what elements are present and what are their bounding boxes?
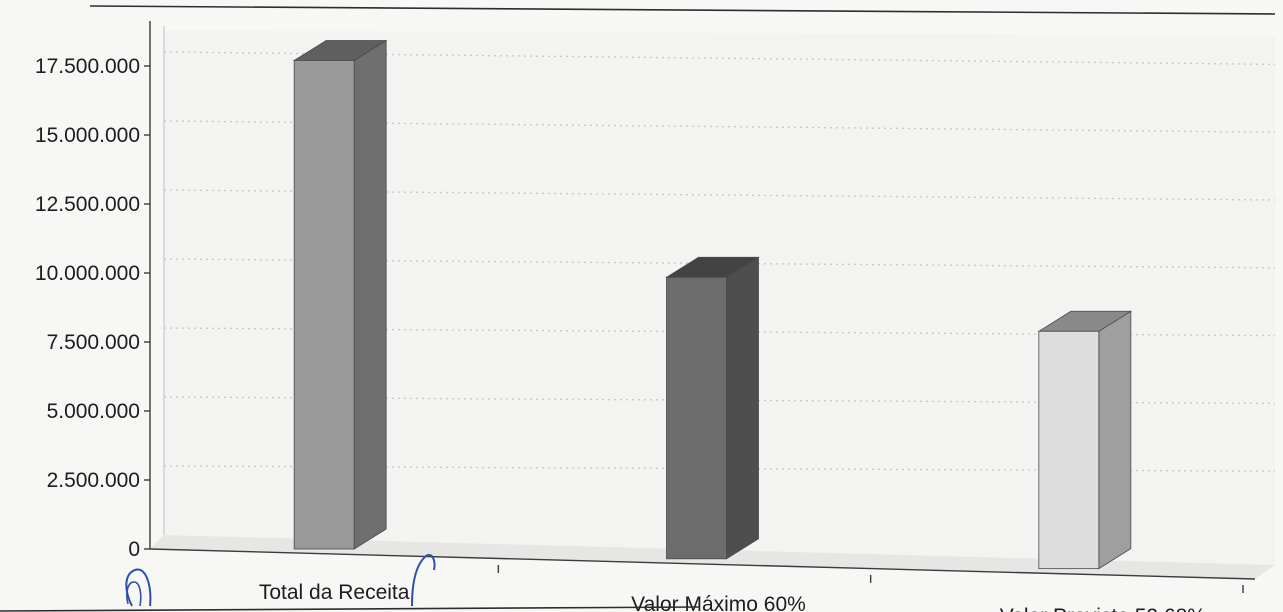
x-category-label: Valor Previsto 52,68% <box>1000 605 1206 612</box>
bar-side <box>1098 310 1132 570</box>
labels: 0 2.500.000 5.000.000 7.500.000 10.000.000 12… <box>35 55 1206 612</box>
x-category-label: Total da Receita <box>259 581 410 604</box>
pen-mark <box>126 581 142 607</box>
bar-1 <box>292 39 388 550</box>
pen-mark <box>411 554 436 607</box>
y-tick-label: 17.500.000 <box>35 55 140 78</box>
gridline <box>163 51 1276 66</box>
gridline <box>163 189 1276 201</box>
bar-front <box>293 60 355 550</box>
y-tick-label: 10.000.000 <box>35 262 140 285</box>
bar-side <box>353 39 387 550</box>
bar-front <box>1038 330 1100 570</box>
pen-marks <box>0 554 701 612</box>
bar-front <box>666 276 727 560</box>
y-tick-label: 2.500.000 <box>47 469 140 492</box>
x-axis-line <box>149 548 1256 580</box>
bars <box>292 39 1133 570</box>
gridline <box>163 258 1276 269</box>
bar-2 <box>665 256 760 560</box>
gridline <box>163 120 1276 133</box>
y-tick-label: 12.500.000 <box>35 193 140 216</box>
bar-side <box>726 256 759 560</box>
bar-3 <box>1037 310 1133 570</box>
x-category-label: Valor Máximo 60% <box>631 593 806 612</box>
axes <box>89 5 1276 593</box>
y-tick-label: 15.000.000 <box>35 124 140 147</box>
top-border-line <box>89 5 1276 15</box>
y-tick-label: 5.000.000 <box>47 400 140 423</box>
y-tick-label: 0 <box>128 538 140 561</box>
pen-mark <box>125 568 152 607</box>
bottom-border-line <box>0 606 701 612</box>
y-tick-label: 7.500.000 <box>47 331 140 354</box>
